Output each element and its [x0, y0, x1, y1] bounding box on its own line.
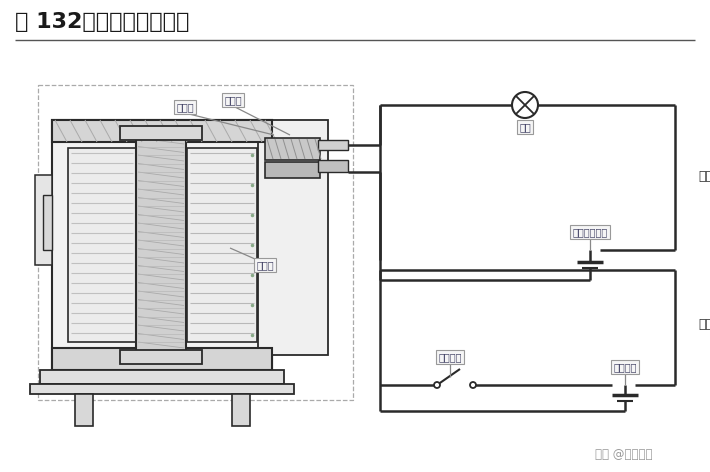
Text: 动触点: 动触点 — [224, 95, 242, 105]
Text: 静触点: 静触点 — [176, 102, 194, 112]
Circle shape — [512, 92, 538, 118]
Text: 图 132：继电器工作原理: 图 132：继电器工作原理 — [15, 12, 190, 32]
Text: 电器工作电源: 电器工作电源 — [572, 227, 608, 237]
Bar — [136, 134, 186, 358]
Bar — [120, 126, 202, 140]
Bar — [52, 348, 272, 370]
Bar — [40, 370, 284, 384]
Bar — [30, 384, 294, 394]
Bar — [52, 120, 272, 142]
Text: 控制电路: 控制电路 — [698, 319, 710, 331]
Text: 工作电路: 工作电路 — [698, 170, 710, 184]
Bar — [187, 148, 257, 342]
Text: 低压电源: 低压电源 — [613, 362, 637, 372]
Circle shape — [470, 382, 476, 388]
Bar — [318, 140, 348, 150]
Bar — [68, 148, 136, 342]
Bar — [43, 195, 52, 250]
Bar — [35, 175, 52, 265]
Text: 头条 @未来智库: 头条 @未来智库 — [595, 448, 652, 462]
Bar — [318, 160, 348, 172]
Bar — [232, 394, 250, 426]
Text: 电器: 电器 — [519, 122, 531, 132]
Circle shape — [434, 382, 440, 388]
Bar — [265, 138, 320, 160]
Text: 电磁铁: 电磁铁 — [256, 260, 274, 270]
Text: 控制开关: 控制开关 — [438, 352, 462, 362]
Bar — [258, 120, 328, 355]
Bar — [38, 85, 353, 400]
Bar — [265, 162, 320, 178]
Bar — [52, 120, 272, 370]
Bar — [120, 350, 202, 364]
Bar — [75, 394, 93, 426]
